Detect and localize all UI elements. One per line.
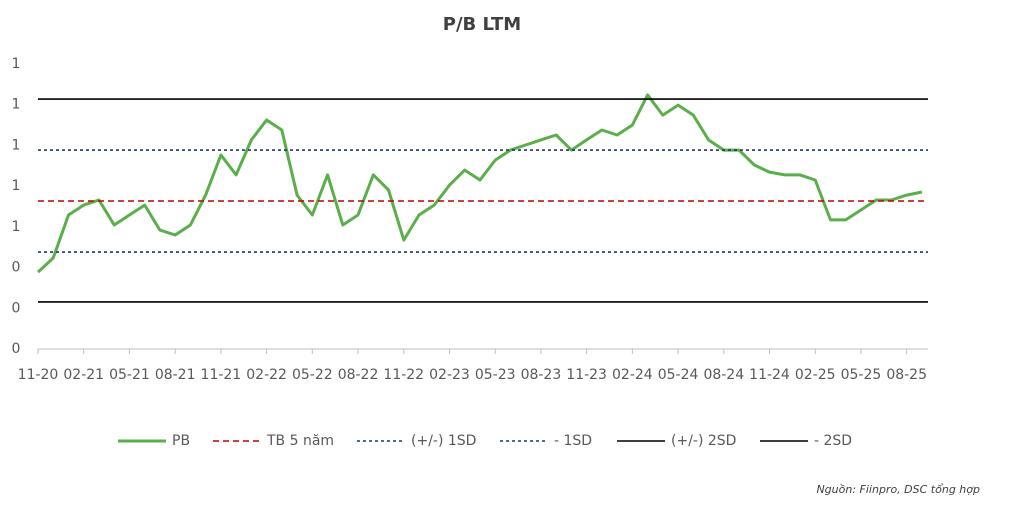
x-tick-label: 02-21 <box>63 367 104 383</box>
x-tick-label: 02-22 <box>246 367 287 383</box>
x-tick-label: 05-24 <box>658 367 699 383</box>
x-tick-label: 05-25 <box>841 367 882 383</box>
x-tick-label: 08-22 <box>338 367 379 383</box>
x-tick-label: 05-22 <box>292 367 333 383</box>
source-note: Nguồn: Fiinpro, DSC tổng hợp <box>816 483 980 496</box>
y-tick-label: 1 <box>12 97 21 113</box>
x-tick-label: 08-21 <box>155 367 196 383</box>
y-tick-label: 1 <box>12 56 21 72</box>
x-tick-label: 08-24 <box>703 367 744 383</box>
legend-label: - 1SD <box>554 433 592 449</box>
x-tick-label: 11-23 <box>566 367 607 383</box>
x-tick-label: 11-20 <box>18 367 59 383</box>
y-tick-label: 1 <box>12 219 21 235</box>
pb-line <box>36 93 923 274</box>
legend-label: PB <box>172 433 190 449</box>
x-tick-label: 02-23 <box>429 367 470 383</box>
y-tick-label: 0 <box>12 341 21 357</box>
x-tick-label: 11-21 <box>201 367 242 383</box>
legend-label: - 2SD <box>814 433 852 449</box>
y-tick-label: 0 <box>12 300 21 316</box>
legend-label: (+/-) 2SD <box>671 433 736 449</box>
y-tick-label: 1 <box>12 137 21 153</box>
chart-title: P/B LTM <box>443 14 521 35</box>
x-tick-label: 11-22 <box>383 367 424 383</box>
x-tick-label: 08-23 <box>521 367 562 383</box>
y-tick-label: 1 <box>12 178 21 194</box>
y-tick-label: 0 <box>12 260 21 276</box>
x-tick-label: 05-21 <box>109 367 150 383</box>
x-tick-label: 02-24 <box>612 367 653 383</box>
x-tick-label: 11-24 <box>749 367 790 383</box>
x-tick-label: 02-25 <box>795 367 836 383</box>
legend-label: TB 5 năm <box>266 433 334 449</box>
x-tick-label: 08-25 <box>886 367 927 383</box>
legend-label: (+/-) 1SD <box>411 433 476 449</box>
x-tick-label: 05-23 <box>475 367 516 383</box>
